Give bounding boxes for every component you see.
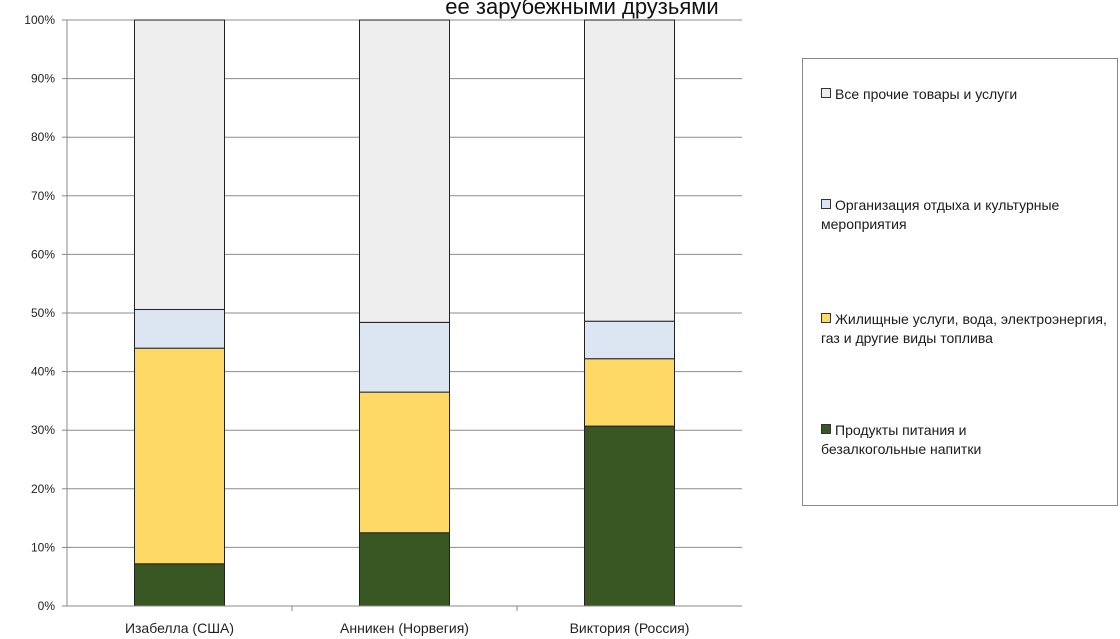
bar-segment xyxy=(584,358,675,427)
bar-segment xyxy=(359,19,450,323)
legend-swatch-food xyxy=(821,424,831,434)
y-tick-label: 30% xyxy=(31,423,55,437)
legend-item-housing: Жилищные услуги, вода, электроэнергия, г… xyxy=(821,310,1111,348)
legend-label-housing: Жилищные услуги, вода, электроэнергия, г… xyxy=(821,311,1107,346)
bar-segment xyxy=(359,532,450,607)
y-tick-label: 0% xyxy=(38,599,56,613)
legend-swatch-recreation xyxy=(821,199,831,209)
x-tick-label: Виктория (Россия) xyxy=(570,620,690,636)
bars xyxy=(134,19,675,607)
x-axis-labels: Изабелла (США) Анникен (Норвегия) Виктория… xyxy=(125,606,689,636)
legend-item-recreation: Организация отдыха и культурные мероприя… xyxy=(821,196,1061,234)
legend: Все прочие товары и услуги Организация о… xyxy=(802,58,1118,506)
bar-segment xyxy=(134,19,225,310)
legend-swatch-other xyxy=(821,88,831,98)
bar-segment xyxy=(584,425,675,607)
legend-item-other: Все прочие товары и услуги xyxy=(821,85,1111,104)
y-tick-label: 40% xyxy=(31,365,55,379)
x-tick-label: Анникен (Норвегия) xyxy=(340,620,469,636)
y-tick-label: 50% xyxy=(31,306,55,320)
bar-segment xyxy=(359,321,450,393)
y-tick-label: 90% xyxy=(31,72,55,86)
legend-item-food: Продукты питания и безалкогольные напитк… xyxy=(821,421,1061,459)
bar-segment xyxy=(584,320,675,360)
y-tick-label: 20% xyxy=(31,482,55,496)
legend-label-recreation: Организация отдыха и культурные мероприя… xyxy=(821,197,1060,232)
y-tick-label: 70% xyxy=(31,189,55,203)
bar-segment xyxy=(134,563,225,607)
legend-label-other: Все прочие товары и услуги xyxy=(835,86,1018,102)
x-tick-label: Изабелла (США) xyxy=(125,620,234,636)
bar-segment xyxy=(359,391,450,534)
stacked-bar-chart: ее зарубежными друзьями 0% 10% 20% 30% 40% 50… xyxy=(24,0,742,636)
y-tick-label: 60% xyxy=(31,247,55,261)
legend-swatch-housing xyxy=(821,313,831,323)
bar-segment xyxy=(584,19,675,322)
y-tick-label: 10% xyxy=(31,540,55,554)
bar-segment xyxy=(134,308,225,349)
chart-title: ее зарубежными друзьями xyxy=(445,0,718,19)
y-axis-ticks: 0% 10% 20% 30% 40% 50% 60% 70% 80% 90% 100% xyxy=(24,13,55,613)
legend-label-food: Продукты питания и безалкогольные напитк… xyxy=(821,422,982,457)
y-tick-label: 100% xyxy=(24,13,55,27)
bar-segment xyxy=(134,347,225,565)
y-tick-label: 80% xyxy=(31,130,55,144)
